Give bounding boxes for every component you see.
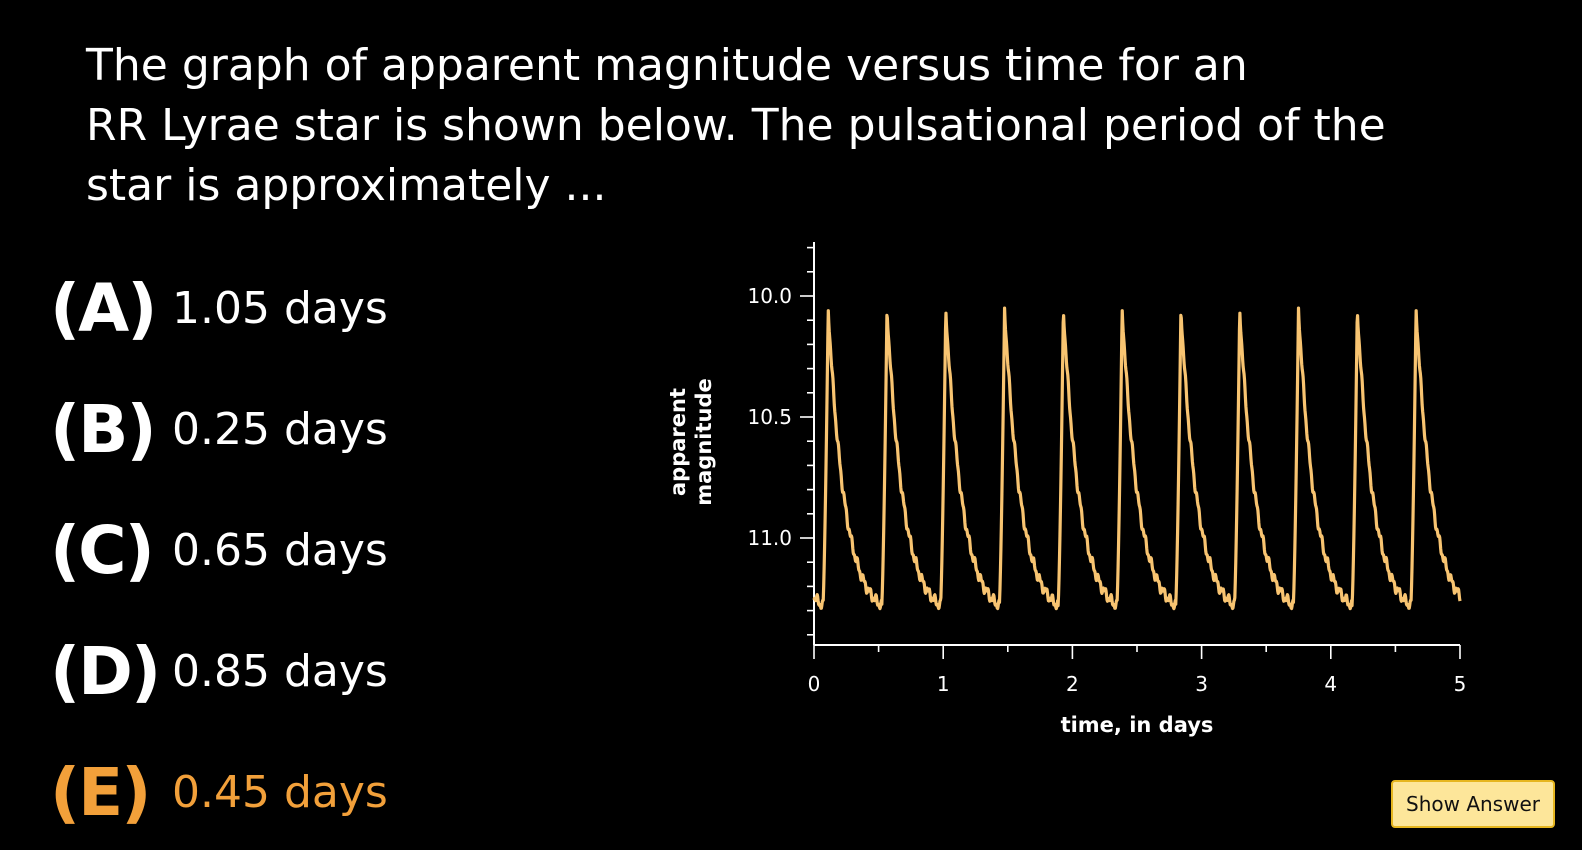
- chart-tick-labels: 10.0 10.5 11.0 0 1 2 3 4 5: [747, 284, 1466, 696]
- show-answer-button[interactable]: Show Answer: [1391, 780, 1555, 828]
- choice-c-letter: (C): [50, 512, 155, 589]
- x-axis-label: time, in days: [1061, 713, 1214, 737]
- choice-b[interactable]: (B) 0.25 days: [50, 369, 610, 490]
- chart-axes: [813, 242, 1460, 646]
- y-tick-label: 10.5: [747, 405, 792, 429]
- x-tick-label: 4: [1324, 672, 1337, 696]
- x-tick-label: 2: [1066, 672, 1079, 696]
- choice-d-text: 0.85 days: [172, 646, 388, 697]
- choice-b-letter: (B): [50, 391, 157, 468]
- choice-e[interactable]: (E) 0.45 days: [50, 732, 610, 850]
- chart-ticks: [800, 246, 1461, 659]
- choice-c[interactable]: (C) 0.65 days: [50, 490, 610, 611]
- y-axis-label-line-1: apparent: [666, 388, 690, 496]
- question-text: The graph of apparent magnitude versus t…: [86, 40, 1386, 211]
- answer-choices: (A) 1.05 days (B) 0.25 days (C) 0.65 day…: [50, 248, 610, 850]
- choice-b-text: 0.25 days: [172, 404, 388, 455]
- y-axis-label-line-2: magnitude: [692, 378, 716, 506]
- choice-d-letter: (D): [50, 633, 161, 710]
- y-axis-label: apparent magnitude: [666, 378, 716, 506]
- x-tick-label: 0: [808, 672, 821, 696]
- x-tick-label: 1: [937, 672, 950, 696]
- choice-c-text: 0.65 days: [172, 525, 388, 576]
- x-tick-label: 3: [1195, 672, 1208, 696]
- y-tick-label: 11.0: [747, 526, 792, 550]
- choice-a[interactable]: (A) 1.05 days: [50, 248, 610, 369]
- choice-a-text: 1.05 days: [172, 283, 388, 334]
- choice-a-letter: (A): [50, 270, 157, 347]
- choice-e-letter: (E): [50, 754, 151, 831]
- light-curve-chart: 10.0 10.5 11.0 0 1 2 3 4 5 time, in days apparen…: [640, 230, 1490, 750]
- magnitude-curve: [812, 306, 1462, 611]
- choice-e-text: 0.45 days: [172, 767, 388, 818]
- x-tick-label: 5: [1454, 672, 1467, 696]
- light-curve-svg: 10.0 10.5 11.0 0 1 2 3 4 5 time, in days apparen…: [666, 242, 1466, 737]
- y-tick-label: 10.0: [747, 284, 792, 308]
- choice-d[interactable]: (D) 0.85 days: [50, 611, 610, 732]
